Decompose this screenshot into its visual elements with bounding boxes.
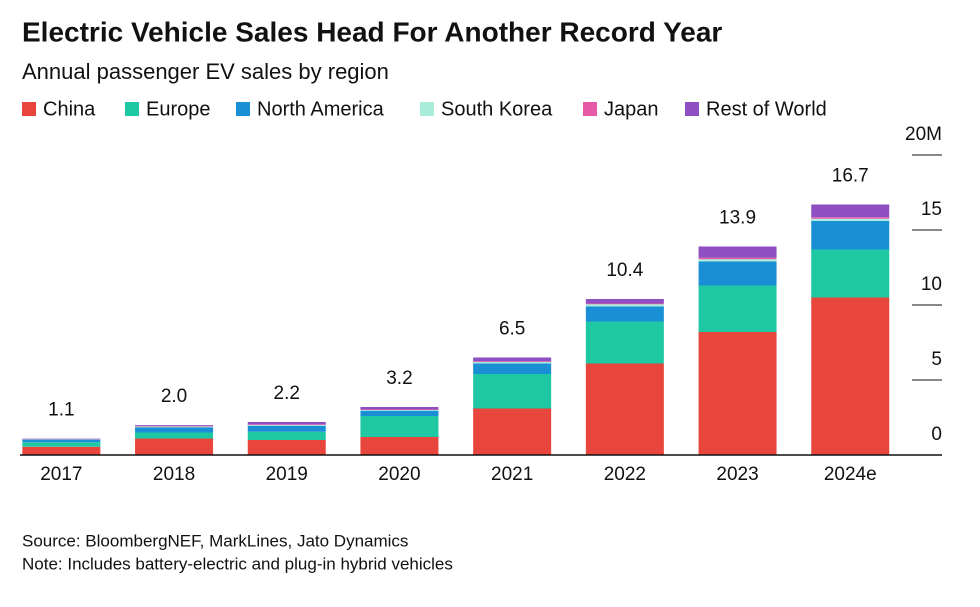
bar-segment [360, 410, 439, 416]
legend-swatch [685, 102, 699, 116]
total-label: 16.7 [832, 166, 869, 187]
y-tick-label: 20M [905, 124, 942, 145]
legend-swatch [420, 102, 434, 116]
legend-label: Europe [146, 98, 211, 120]
bar-segment [247, 424, 326, 425]
bar-segment [135, 427, 214, 433]
x-tick-label: 2018 [153, 464, 195, 485]
bar-segment [473, 374, 552, 409]
bar-segment [360, 410, 439, 411]
bar-segment [811, 297, 890, 455]
x-tick-label: 2019 [266, 464, 308, 485]
total-label: 3.2 [386, 368, 412, 389]
note: Note: Includes battery-electric and plug… [22, 554, 453, 573]
bar-segment [585, 299, 664, 304]
legend-swatch [583, 102, 597, 116]
bar-segment [698, 285, 777, 332]
bar-segment [698, 259, 777, 262]
y-tick-label: 10 [921, 274, 942, 295]
bar-segment [360, 407, 439, 410]
bar-segment [811, 218, 890, 221]
legend-label: North America [257, 98, 385, 120]
bar-segment [473, 408, 552, 455]
bar-segment [585, 306, 664, 322]
total-label: 10.4 [606, 260, 643, 281]
x-tick-label: 2020 [378, 464, 420, 485]
bar-segment [135, 438, 214, 455]
bar-segment [247, 431, 326, 440]
legend-swatch [236, 102, 250, 116]
chart-title: Electric Vehicle Sales Head For Another … [22, 16, 722, 47]
bar-segment [22, 439, 101, 443]
x-tick-label: 2024e [824, 464, 877, 485]
bar-segment [585, 303, 664, 305]
total-label: 6.5 [499, 319, 525, 340]
source: Source: BloombergNEF, MarkLines, Jato Dy… [22, 531, 408, 550]
legend-label: South Korea [441, 98, 553, 120]
x-tick-label: 2017 [40, 464, 82, 485]
bar-segment [698, 261, 777, 286]
bar-segment [811, 221, 890, 250]
y-tick-label: 15 [921, 199, 942, 220]
bar-segment [698, 257, 777, 260]
bar-segment [247, 425, 326, 426]
legend-swatch [125, 102, 139, 116]
bar-segment [247, 425, 326, 432]
bar-segment [811, 249, 890, 298]
legend-swatch [22, 102, 36, 116]
y-tick-label: 5 [931, 349, 942, 370]
chart-subtitle: Annual passenger EV sales by region [22, 59, 389, 84]
bar-segment [473, 363, 552, 374]
bar-segment [360, 437, 439, 455]
legend-label: China [43, 98, 96, 120]
bar-segment [473, 362, 552, 364]
bar-segment [585, 321, 664, 364]
bar-segment [22, 446, 101, 455]
x-tick-label: 2021 [491, 464, 533, 485]
x-tick-label: 2023 [716, 464, 758, 485]
bar-segment [135, 432, 214, 439]
legend-label: Rest of World [706, 98, 827, 120]
bar-segment [360, 416, 439, 437]
bar-segment [247, 440, 326, 455]
bar-segment [135, 425, 214, 426]
bar-segment [22, 442, 101, 447]
total-label: 2.0 [161, 386, 187, 407]
bar-segment [473, 357, 552, 362]
bar-segment [135, 425, 214, 427]
legend-label: Japan [604, 98, 659, 120]
bar-segment [135, 426, 214, 428]
bar-segment [698, 332, 777, 455]
bar-segment [473, 361, 552, 362]
bar-segment [585, 304, 664, 307]
x-tick-label: 2022 [604, 464, 646, 485]
bar-segment [811, 217, 890, 219]
bar-segment [585, 363, 664, 455]
bar-segment [811, 204, 890, 218]
y-tick-label: 0 [931, 424, 942, 445]
bar-segment [247, 422, 326, 425]
total-label: 2.2 [274, 383, 300, 404]
total-label: 13.9 [719, 208, 756, 229]
bar-segment [698, 246, 777, 258]
total-label: 1.1 [48, 400, 74, 421]
